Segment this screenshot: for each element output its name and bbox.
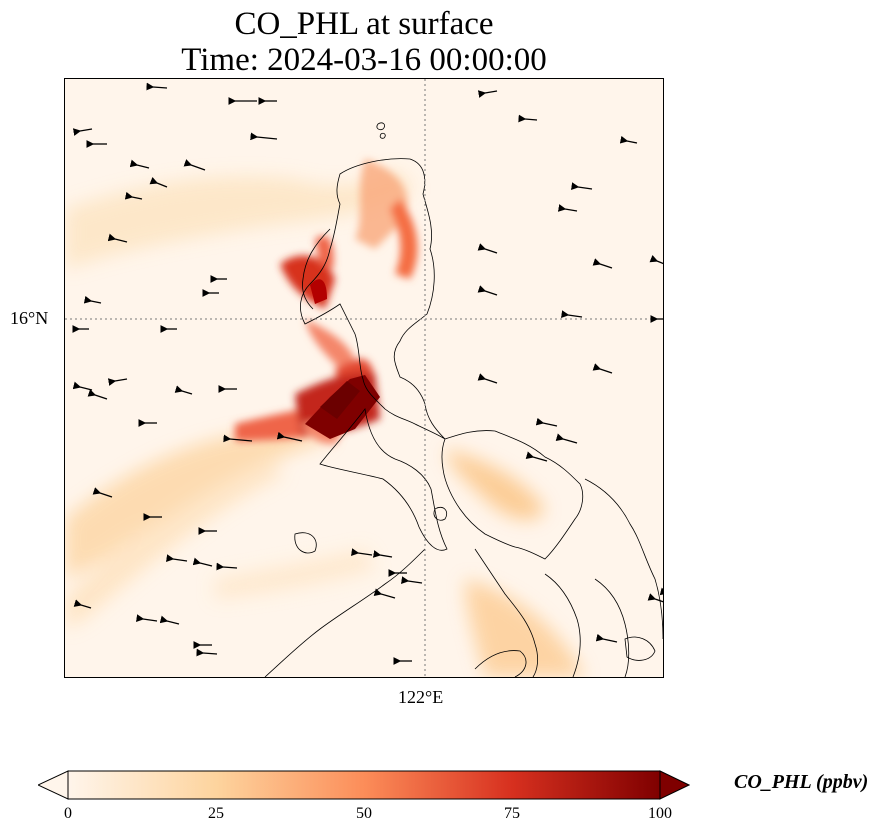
wind-arrow bbox=[477, 243, 498, 254]
wind-arrow bbox=[571, 182, 593, 190]
wind-arrow bbox=[477, 285, 498, 296]
wind-arrow bbox=[146, 82, 168, 91]
coastline-lingayen bbox=[302, 228, 331, 310]
wind-arrow bbox=[351, 548, 373, 556]
wind-vectors bbox=[72, 82, 663, 665]
colorbar-extend-max bbox=[659, 770, 690, 800]
coastline-samar bbox=[584, 478, 663, 640]
wind-arrow bbox=[372, 550, 393, 558]
wind-arrow bbox=[477, 90, 498, 98]
wind-arrow bbox=[619, 135, 638, 144]
wind-arrow bbox=[592, 363, 613, 374]
wind-arrow bbox=[72, 381, 93, 391]
wind-arrow bbox=[192, 557, 213, 567]
wind-arrow bbox=[557, 204, 578, 212]
coastline-cebu bbox=[594, 578, 630, 677]
colorbar-tick-label: 25 bbox=[208, 805, 224, 822]
wind-arrow bbox=[647, 593, 663, 603]
wind-arrow bbox=[129, 159, 150, 169]
map-subtitle-time: Time: 2024-03-16 00:00:00 bbox=[181, 42, 547, 78]
wind-arrow bbox=[223, 434, 253, 443]
coastline-negros bbox=[544, 573, 581, 677]
coastline-luzon bbox=[300, 158, 446, 440]
wind-arrow bbox=[107, 378, 128, 386]
wind-arrow bbox=[174, 385, 193, 395]
wind-arrow bbox=[525, 451, 548, 462]
wind-arrow bbox=[401, 576, 423, 584]
colorbar-tick-label: 100 bbox=[648, 805, 672, 822]
wind-arrow bbox=[649, 254, 663, 265]
coastline-calamian bbox=[294, 532, 317, 554]
wind-arrow bbox=[592, 258, 613, 269]
wind-arrow bbox=[555, 433, 578, 444]
colorbar-tick-label: 0 bbox=[64, 805, 72, 822]
coastline-marinduque bbox=[433, 506, 448, 521]
colorbar bbox=[38, 770, 690, 800]
coastline-bohol bbox=[624, 636, 656, 661]
wind-arrow bbox=[518, 114, 538, 123]
wind-arrow bbox=[183, 159, 206, 171]
map-title: CO_PHL at surface bbox=[234, 6, 494, 42]
colorbar-extend-min bbox=[38, 770, 69, 800]
wind-arrow bbox=[149, 176, 168, 188]
coastline-mindanao bbox=[474, 650, 527, 677]
coastline-bicol bbox=[441, 430, 584, 560]
wind-arrow bbox=[561, 310, 583, 318]
wind-arrow bbox=[276, 431, 303, 442]
colorbar-tick-label: 75 bbox=[504, 805, 520, 822]
colorbar-label: CO_PHL (ppbv) bbox=[734, 771, 869, 793]
co-concentration-field bbox=[65, 159, 585, 677]
wind-arrow bbox=[124, 191, 143, 200]
wind-arrow bbox=[196, 648, 218, 657]
wind-arrow bbox=[107, 233, 128, 243]
coastline-palawan bbox=[264, 548, 426, 677]
colorbar-gradient bbox=[67, 770, 661, 800]
map-canvas bbox=[65, 79, 663, 677]
wind-arrow bbox=[87, 389, 108, 400]
coastline-panay bbox=[474, 548, 539, 677]
longitude-tick-label: 122°E bbox=[398, 687, 444, 707]
wind-arrow bbox=[477, 373, 498, 384]
colorbar-tick-label: 50 bbox=[356, 805, 372, 822]
wind-arrow bbox=[166, 554, 188, 562]
wind-arrow bbox=[159, 615, 180, 625]
latitude-tick-label: 16°N bbox=[10, 308, 49, 328]
wind-arrow bbox=[373, 588, 396, 599]
wind-arrow bbox=[92, 487, 113, 498]
coastlines bbox=[264, 122, 663, 677]
wind-arrow bbox=[73, 599, 92, 609]
coastline-mindoro bbox=[319, 408, 448, 551]
wind-arrow bbox=[72, 128, 93, 136]
map-panel bbox=[64, 78, 664, 678]
wind-arrow bbox=[83, 295, 102, 304]
coastline-batanes bbox=[376, 122, 386, 139]
wind-arrow bbox=[250, 132, 278, 141]
wind-arrow bbox=[136, 614, 158, 622]
wind-arrow bbox=[216, 562, 238, 571]
wind-arrow bbox=[535, 417, 558, 427]
wind-arrow bbox=[595, 633, 618, 643]
